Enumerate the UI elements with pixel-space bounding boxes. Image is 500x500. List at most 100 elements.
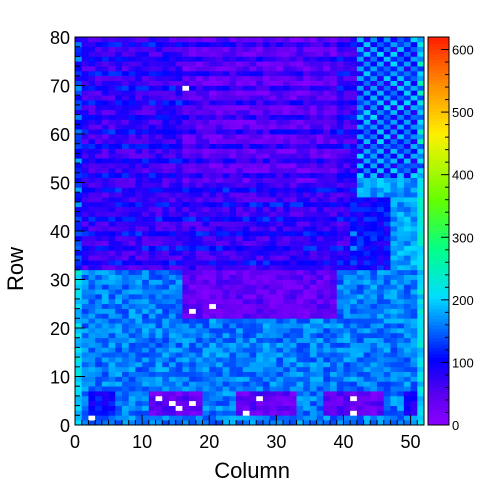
heatmap-cell [262, 80, 270, 86]
heatmap-cell [142, 197, 150, 203]
heatmap-cell [356, 376, 364, 382]
heatmap-cell [303, 264, 311, 271]
heatmap-cell [175, 231, 183, 237]
heatmap-cell [363, 255, 371, 261]
heatmap-cell [155, 100, 163, 106]
heatmap-cell [81, 342, 89, 348]
heatmap-cell [309, 298, 317, 305]
heatmap-cell [276, 80, 284, 86]
heatmap-cell [108, 119, 116, 125]
heatmap-cell [343, 109, 351, 115]
heatmap-cell [88, 61, 96, 67]
heatmap-cell [316, 206, 324, 212]
heatmap-cell [236, 371, 244, 377]
heatmap-cell [356, 56, 364, 62]
heatmap-cell [175, 366, 183, 372]
heatmap-cell [256, 211, 264, 217]
heatmap-cell [121, 274, 130, 280]
heatmap-cell [81, 235, 89, 242]
heatmap-cell [242, 269, 250, 275]
heatmap-cell [168, 366, 177, 372]
heatmap-cell [262, 70, 270, 77]
heatmap-cell [343, 124, 351, 130]
heatmap-cell [142, 357, 150, 363]
heatmap-cell [377, 318, 385, 324]
heatmap-cell [229, 240, 237, 246]
heatmap-cell [108, 95, 116, 101]
heatmap-cell [370, 143, 378, 149]
colorbar-swatch [428, 360, 449, 365]
heatmap-cell [383, 206, 391, 212]
heatmap-cell [242, 371, 250, 377]
heatmap-cell [108, 177, 116, 183]
heatmap-cell [215, 201, 223, 208]
heatmap-cell [350, 371, 358, 377]
heatmap-cell [383, 279, 391, 285]
heatmap-cell [222, 376, 230, 382]
heatmap-cell [383, 143, 391, 149]
heatmap-cell [222, 66, 230, 72]
heatmap-cell [202, 148, 210, 154]
heatmap-cell [289, 61, 297, 67]
heatmap-cell [121, 298, 130, 305]
heatmap-cell [309, 56, 317, 62]
heatmap-cell [249, 395, 257, 402]
heatmap-cell [296, 313, 304, 319]
heatmap-cell [202, 264, 210, 271]
heatmap-cell [135, 182, 143, 188]
heatmap-cell [168, 308, 177, 314]
heatmap-cell [128, 264, 136, 271]
heatmap-cell [101, 167, 109, 174]
heatmap-cell [88, 41, 96, 48]
heatmap-cell [222, 124, 230, 130]
heatmap-cell [115, 274, 123, 280]
heatmap-cell [309, 352, 317, 358]
heatmap-cell [403, 260, 411, 266]
heatmap-cell [269, 56, 277, 62]
colorbar-swatch [428, 243, 449, 248]
heatmap-cell [242, 177, 250, 183]
heatmap-cell [397, 318, 405, 324]
colorbar-swatch [428, 169, 449, 174]
heatmap-cell [289, 342, 297, 348]
heatmap-cell [336, 163, 344, 169]
heatmap-cell [195, 61, 203, 67]
heatmap-cell [383, 134, 391, 140]
heatmap-cell [262, 177, 270, 183]
heatmap-cell [155, 90, 163, 96]
heatmap-cell [75, 163, 83, 169]
heatmap-cell [242, 109, 250, 115]
heatmap-cell [101, 395, 109, 402]
heatmap-cell [397, 289, 405, 295]
heatmap-cell [222, 337, 230, 343]
heatmap-cell [289, 303, 297, 309]
heatmap-cell [148, 211, 156, 217]
heatmap-cell [356, 70, 364, 77]
heatmap-cell [142, 95, 150, 101]
heatmap-cell [350, 138, 358, 145]
heatmap-cell [377, 313, 385, 319]
y-tick-label: 40 [50, 222, 70, 242]
heatmap-cell [242, 245, 250, 251]
heatmap-cell [202, 153, 210, 159]
heatmap-cell [229, 415, 237, 421]
heatmap-cell [236, 386, 244, 392]
heatmap-cell [350, 206, 358, 212]
heatmap-cell [182, 46, 190, 52]
heatmap-cell [175, 138, 183, 145]
heatmap-cell [417, 415, 425, 421]
heatmap-cell [276, 206, 284, 212]
heatmap-cell [175, 405, 183, 411]
heatmap-cell [343, 95, 351, 101]
heatmap-cell [269, 410, 277, 416]
heatmap-cell [162, 197, 170, 203]
heatmap-cell [283, 260, 291, 266]
heatmap-cell [236, 85, 244, 91]
heatmap-cell [236, 153, 244, 159]
heatmap-cell [242, 381, 250, 387]
heatmap-cell [336, 303, 344, 309]
heatmap-cell [296, 250, 304, 256]
heatmap-cell [222, 298, 230, 305]
heatmap-cell [195, 158, 203, 164]
heatmap-cell [182, 182, 190, 188]
